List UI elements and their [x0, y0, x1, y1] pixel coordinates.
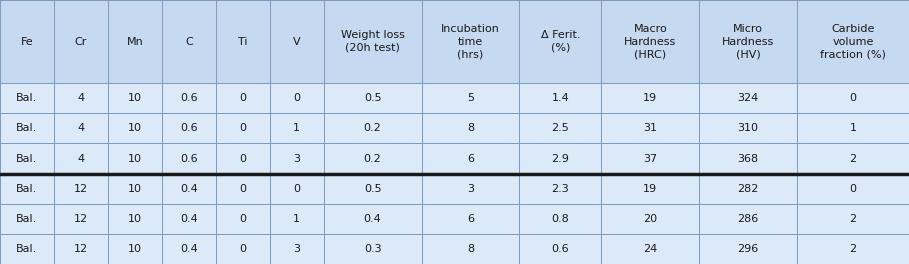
- Text: C: C: [185, 37, 193, 46]
- Bar: [0, 234, 909, 264]
- Text: 2: 2: [850, 244, 856, 254]
- Text: 4: 4: [77, 123, 85, 133]
- Text: 0.4: 0.4: [180, 244, 197, 254]
- Text: 286: 286: [737, 214, 759, 224]
- Text: 368: 368: [737, 153, 759, 163]
- Text: 10: 10: [128, 123, 142, 133]
- Text: 0.5: 0.5: [364, 184, 382, 194]
- Text: 19: 19: [644, 184, 657, 194]
- Text: 0.3: 0.3: [364, 244, 382, 254]
- Text: Bal.: Bal.: [16, 153, 37, 163]
- Text: 12: 12: [74, 184, 88, 194]
- Text: 0: 0: [239, 153, 246, 163]
- Text: 310: 310: [738, 123, 759, 133]
- Text: 0.2: 0.2: [364, 153, 382, 163]
- Text: 0: 0: [850, 184, 856, 194]
- Bar: [0, 83, 909, 113]
- Text: 0: 0: [294, 184, 300, 194]
- Text: 4: 4: [77, 153, 85, 163]
- Text: 8: 8: [467, 244, 474, 254]
- Text: 0.4: 0.4: [364, 214, 382, 224]
- Text: Bal.: Bal.: [16, 93, 37, 103]
- Text: 0.6: 0.6: [180, 93, 197, 103]
- Text: 0.8: 0.8: [552, 214, 569, 224]
- Text: 0.4: 0.4: [180, 184, 197, 194]
- Text: 12: 12: [74, 214, 88, 224]
- Text: V: V: [293, 37, 301, 46]
- Text: 1: 1: [294, 214, 300, 224]
- Text: 0: 0: [850, 93, 856, 103]
- Text: 12: 12: [74, 244, 88, 254]
- Text: 0.6: 0.6: [180, 153, 197, 163]
- Text: 0: 0: [239, 214, 246, 224]
- Text: 1: 1: [850, 123, 856, 133]
- Text: Micro
Hardness
(HV): Micro Hardness (HV): [722, 24, 774, 59]
- Text: 0: 0: [239, 184, 246, 194]
- Bar: [0, 113, 909, 143]
- Text: 24: 24: [644, 244, 657, 254]
- Text: 0.6: 0.6: [552, 244, 569, 254]
- Text: 282: 282: [737, 184, 759, 194]
- Text: 0: 0: [294, 93, 300, 103]
- Text: Bal.: Bal.: [16, 123, 37, 133]
- Text: 0.5: 0.5: [364, 93, 382, 103]
- Text: 2.9: 2.9: [552, 153, 569, 163]
- Text: Cr: Cr: [75, 37, 87, 46]
- Text: 2: 2: [850, 214, 856, 224]
- Text: 10: 10: [128, 244, 142, 254]
- Text: Carbide
volume
fraction (%): Carbide volume fraction (%): [820, 24, 886, 59]
- Text: Macro
Hardness
(HRC): Macro Hardness (HRC): [624, 24, 676, 59]
- Text: 20: 20: [644, 214, 657, 224]
- Text: 324: 324: [737, 93, 759, 103]
- Text: 3: 3: [294, 153, 300, 163]
- Text: 5: 5: [467, 93, 474, 103]
- Text: 31: 31: [644, 123, 657, 133]
- Text: 6: 6: [467, 214, 474, 224]
- Text: 0.2: 0.2: [364, 123, 382, 133]
- Text: 1: 1: [294, 123, 300, 133]
- Text: 10: 10: [128, 93, 142, 103]
- Text: 37: 37: [644, 153, 657, 163]
- Text: 3: 3: [294, 244, 300, 254]
- Text: 8: 8: [467, 123, 474, 133]
- Text: 6: 6: [467, 153, 474, 163]
- Text: 0.6: 0.6: [180, 123, 197, 133]
- Text: 10: 10: [128, 153, 142, 163]
- Text: Fe: Fe: [21, 37, 34, 46]
- Text: 296: 296: [737, 244, 759, 254]
- Text: 19: 19: [644, 93, 657, 103]
- Text: Bal.: Bal.: [16, 214, 37, 224]
- Text: 0: 0: [239, 123, 246, 133]
- Text: 10: 10: [128, 214, 142, 224]
- Text: Bal.: Bal.: [16, 184, 37, 194]
- Text: Ti: Ti: [238, 37, 247, 46]
- Text: 2.3: 2.3: [552, 184, 569, 194]
- Text: 0.4: 0.4: [180, 214, 197, 224]
- Text: 1.4: 1.4: [552, 93, 569, 103]
- Bar: [0, 0, 909, 83]
- Text: 0: 0: [239, 93, 246, 103]
- Bar: [0, 174, 909, 204]
- Text: 10: 10: [128, 184, 142, 194]
- Text: Bal.: Bal.: [16, 244, 37, 254]
- Text: Δ Ferit.
(%): Δ Ferit. (%): [541, 30, 580, 53]
- Text: Mn: Mn: [126, 37, 144, 46]
- Text: 2: 2: [850, 153, 856, 163]
- Text: 2.5: 2.5: [552, 123, 569, 133]
- Text: Weight loss
(20h test): Weight loss (20h test): [341, 30, 405, 53]
- Bar: [0, 204, 909, 234]
- Text: 3: 3: [467, 184, 474, 194]
- Text: 0: 0: [239, 244, 246, 254]
- Text: Incubation
time
(hrs): Incubation time (hrs): [441, 24, 500, 59]
- Text: 4: 4: [77, 93, 85, 103]
- Bar: [0, 143, 909, 174]
